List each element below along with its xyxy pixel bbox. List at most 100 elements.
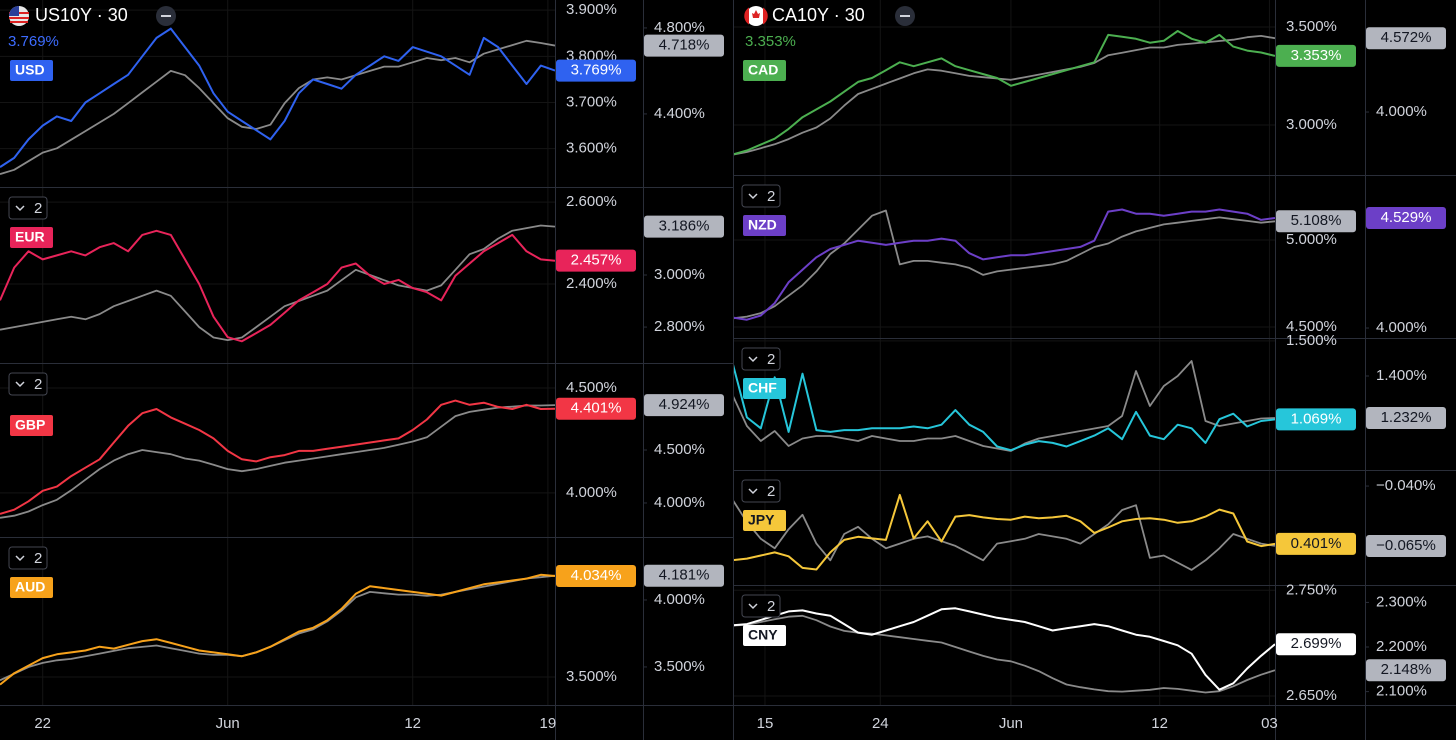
series-line <box>733 493 1275 571</box>
series-line <box>733 364 1275 452</box>
price-badge <box>556 59 636 82</box>
price-badge <box>1366 27 1446 50</box>
price-badge <box>556 564 636 587</box>
x-tick-label: 22 <box>34 715 51 732</box>
collapse-button[interactable] <box>741 479 781 503</box>
x-tick-label: Jun <box>999 715 1023 732</box>
series-tag-label: CHF <box>748 380 777 396</box>
chevron-icon <box>748 488 758 495</box>
y2-tick-label: 2.300% <box>1376 593 1427 610</box>
price-badge-label: 3.353% <box>1291 47 1342 64</box>
collapse-count: 2 <box>34 376 42 393</box>
series-line <box>733 209 1275 320</box>
hide-button[interactable] <box>895 6 915 26</box>
price-badge-label: 2.457% <box>571 252 622 269</box>
collapse-count: 2 <box>34 200 42 217</box>
y-tick-label: 2.400% <box>566 275 617 292</box>
live-value: 3.769% <box>8 33 59 50</box>
pane-lines <box>733 208 1275 321</box>
overlay-layer: US10Y · 30 3.769% CA10Y · 30 3.353% 4.71… <box>8 5 1446 682</box>
series-line <box>733 30 1275 156</box>
collapse-button[interactable] <box>741 347 781 371</box>
y-tick-label: 2.750% <box>1286 581 1337 598</box>
series-tag <box>743 60 786 81</box>
collapse-count: 2 <box>767 351 775 368</box>
price-badge-label: 4.181% <box>659 567 710 584</box>
price-badge-label: 1.069% <box>1291 410 1342 427</box>
y2-tick-label: 2.800% <box>654 318 705 335</box>
series-tag <box>743 625 786 646</box>
price-badge <box>644 215 724 238</box>
series-tag-label: USD <box>15 62 45 78</box>
price-badge-label: 2.148% <box>1381 661 1432 678</box>
series-line <box>0 399 555 515</box>
us-flag <box>9 6 29 26</box>
series-tag <box>10 227 53 248</box>
collapse-button[interactable] <box>8 372 48 396</box>
series-line <box>0 229 555 343</box>
collapse-button[interactable] <box>741 594 781 618</box>
series-line <box>733 499 1275 571</box>
series-line <box>733 607 1275 691</box>
price-badge <box>644 394 724 417</box>
series-line <box>0 404 555 519</box>
lines-layer <box>0 27 1275 694</box>
price-badge-label: 4.718% <box>659 37 710 54</box>
symbol-title: US10Y · 30 <box>35 5 128 25</box>
y2-tick-label: −0.040% <box>1376 477 1436 494</box>
y-tick-label: 3.900% <box>566 1 617 18</box>
price-badge <box>1276 210 1356 233</box>
price-badge-label: 3.769% <box>571 62 622 79</box>
x-tick-label: 12 <box>1151 715 1168 732</box>
x-tick-label: 03 <box>1261 715 1278 732</box>
price-badge <box>1276 633 1356 656</box>
collapse-button[interactable] <box>741 184 781 208</box>
symbol-title: CA10Y · 30 <box>772 5 865 25</box>
collapse-button[interactable] <box>8 546 48 570</box>
price-badge-label: 3.186% <box>659 218 710 235</box>
x-tick-label: 15 <box>757 715 774 732</box>
series-line <box>733 614 1275 694</box>
price-badge-label: 4.401% <box>571 400 622 417</box>
price-badge-label: 4.924% <box>659 396 710 413</box>
price-badge-label: 4.529% <box>1381 209 1432 226</box>
pane-lines <box>0 27 555 175</box>
collapse-count: 2 <box>34 550 42 567</box>
collapse-button[interactable] <box>8 196 48 220</box>
series-line <box>0 27 555 168</box>
y2-tick-label: 2.100% <box>1376 683 1427 700</box>
y2-tick-label: 3.000% <box>654 266 705 283</box>
chevron-icon <box>15 555 25 562</box>
series-tag <box>10 577 53 598</box>
price-badge <box>556 249 636 272</box>
price-badge <box>1366 407 1446 429</box>
chevron-icon <box>748 193 758 200</box>
price-badge <box>1366 659 1446 682</box>
y-tick-label: 3.700% <box>566 93 617 110</box>
price-badge-label: 4.034% <box>571 567 622 584</box>
y2-tick-label: 2.200% <box>1376 638 1427 655</box>
chevron-icon <box>15 205 25 212</box>
pane-lines <box>0 224 555 343</box>
series-tag-label: GBP <box>15 417 45 433</box>
chevron-icon <box>15 381 25 388</box>
y-tick-label: 1.500% <box>1286 332 1337 349</box>
price-badge <box>644 34 724 57</box>
hide-button[interactable] <box>156 6 176 26</box>
y2-tick-label: 4.800% <box>654 19 705 36</box>
price-badge <box>1276 44 1356 67</box>
y-tick-label: 2.600% <box>566 193 617 210</box>
pane-lines <box>0 573 555 686</box>
y-tick-label: 4.500% <box>566 379 617 396</box>
price-badge <box>1366 207 1446 230</box>
y-tick-label: 4.000% <box>566 484 617 501</box>
y-tick-label: 2.650% <box>1286 687 1337 704</box>
collapse-count: 2 <box>767 598 775 615</box>
series-line <box>0 573 555 686</box>
y2-tick-label: 1.400% <box>1376 367 1427 384</box>
price-badge-label: 5.108% <box>1291 212 1342 229</box>
series-tag-label: JPY <box>748 512 775 528</box>
